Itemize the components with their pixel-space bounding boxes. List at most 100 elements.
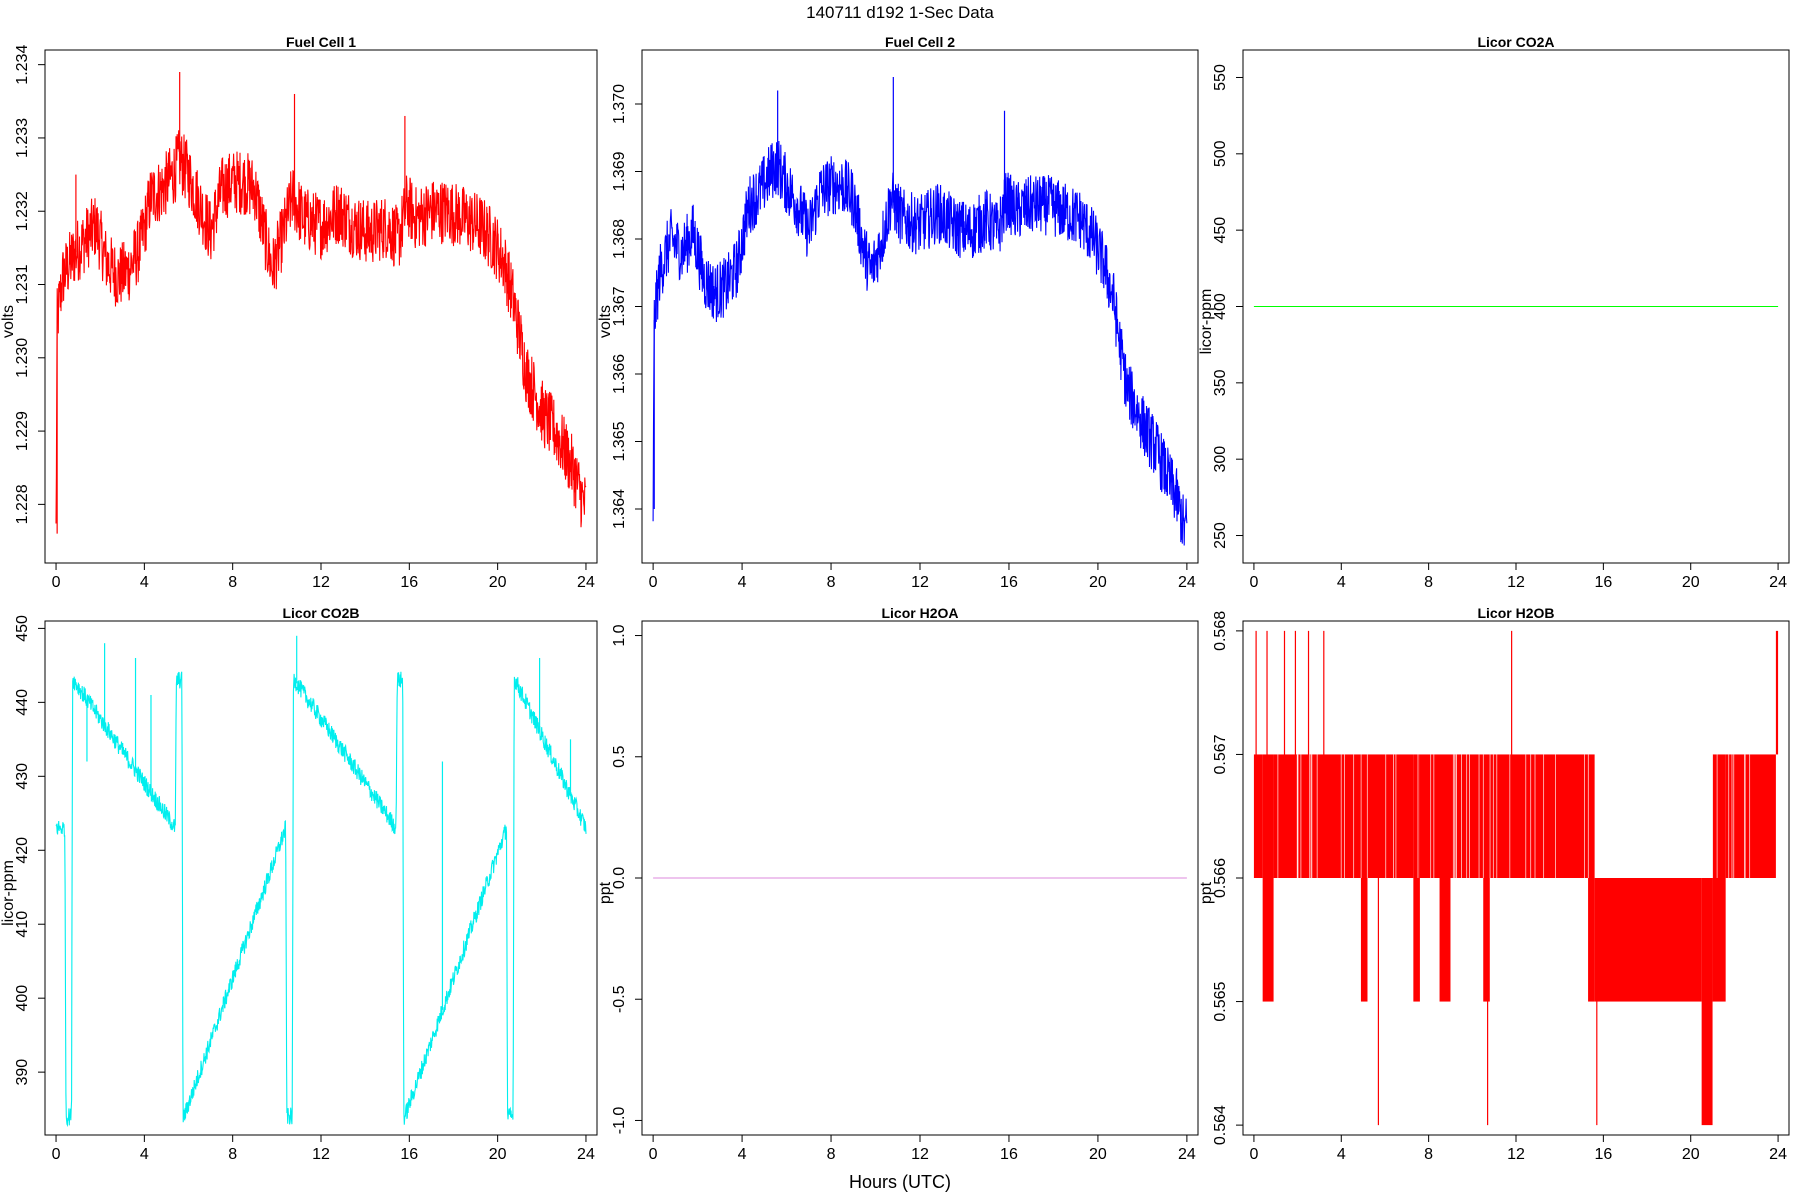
panel-licor-co2b: Licor CO2B 0 4 8 12 16 20 24 390 400 410 420 430 440 4…	[0, 605, 598, 1163]
x-tick-label: 12	[1507, 574, 1525, 591]
panel-licor-h2ob: Licor H2OB 0 4 8 12 16 20 24 0.564 0.565 0.566 0.56…	[1198, 605, 1790, 1163]
data-band	[1273, 754, 1414, 878]
x-tick-label: 24	[1178, 574, 1196, 591]
data-band	[1360, 878, 1368, 1002]
y-tick-label: 0.0	[611, 867, 628, 889]
x-tick-label: 4	[1337, 574, 1346, 591]
y-tick-label: 1.233	[14, 118, 31, 158]
y-tick-label: 450	[1212, 217, 1229, 244]
panel-title: Fuel Cell 1	[286, 34, 356, 50]
y-tick-label: 440	[14, 689, 31, 716]
x-tick-label: 4	[738, 574, 747, 591]
y-tick-label: 0.5	[611, 746, 628, 768]
x-tick-label: 12	[312, 574, 330, 591]
y-tick-label: 250	[1212, 522, 1229, 549]
y-tick-label: 300	[1212, 446, 1229, 473]
data-series	[55, 130, 587, 528]
data-band	[1439, 878, 1451, 1002]
panel-title: Licor CO2B	[282, 605, 359, 621]
x-axis-label: Hours (UTC)	[849, 1172, 951, 1192]
x-tick-label: 24	[577, 1146, 595, 1163]
y-tick-label: 400	[14, 985, 31, 1012]
y-tick-label: 0.565	[1212, 981, 1229, 1021]
data-band	[1725, 754, 1776, 878]
x-tick-label: 12	[312, 1146, 330, 1163]
x-tick-label: 16	[1594, 574, 1612, 591]
y-tick-label: 0.564	[1212, 1105, 1229, 1145]
x-tick-label: 0	[52, 1146, 61, 1163]
plot-area	[55, 71, 587, 534]
y-tick-label: -0.5	[611, 985, 628, 1013]
x-tick-label: 8	[827, 1146, 836, 1163]
x-tick-label: 16	[400, 1146, 418, 1163]
y-tick-label: 550	[1212, 64, 1229, 91]
x-tick-label: 4	[140, 574, 149, 591]
x-tick-label: 0	[1249, 574, 1258, 591]
plot-area	[55, 635, 587, 1128]
y-tick-label: 1.369	[611, 151, 628, 191]
x-tick-label: 0	[649, 1146, 658, 1163]
y-tick-label: 1.234	[14, 45, 31, 85]
y-tick-label: 1.228	[14, 484, 31, 524]
y-tick-label: 420	[14, 837, 31, 864]
y-tick-label: 1.231	[14, 264, 31, 304]
y-axis-label: ppt	[1198, 881, 1215, 904]
x-tick-label: 8	[228, 1146, 237, 1163]
x-tick-label: 20	[489, 574, 507, 591]
data-series	[652, 140, 1188, 546]
y-axis-label: licor-ppm	[1198, 289, 1215, 355]
x-tick-label: 12	[1507, 1146, 1525, 1163]
x-tick-label: 20	[1089, 1146, 1107, 1163]
data-band	[1419, 754, 1589, 878]
data-band	[1775, 630, 1779, 755]
y-tick-label: 1.370	[611, 84, 628, 124]
x-tick-label: 16	[1594, 1146, 1612, 1163]
y-tick-label: 1.364	[611, 489, 628, 529]
data-band	[1701, 878, 1713, 1126]
x-tick-label: 20	[1682, 1146, 1700, 1163]
chart-panels: Fuel Cell 1 0 4 8 12 16 20 24 1.228 1.229 1.230 1.2…	[0, 34, 1790, 1163]
y-tick-label: 1.232	[14, 191, 31, 231]
x-tick-label: 24	[1769, 1146, 1787, 1163]
y-tick-label: 0.568	[1212, 611, 1229, 651]
y-tick-label: 410	[14, 911, 31, 938]
x-tick-label: 16	[1000, 574, 1018, 591]
x-tick-label: 8	[827, 574, 836, 591]
data-band	[1594, 878, 1702, 1002]
y-tick-label: 390	[14, 1059, 31, 1086]
panel-licor-h2oa: Licor H2OA 0 4 8 12 16 20 24 -1.0 -0.5 0.0 0.5 1.0 pp…	[597, 605, 1199, 1163]
panel-title: Licor CO2A	[1477, 34, 1554, 50]
y-tick-label: 450	[14, 615, 31, 642]
y-tick-label: 1.367	[611, 286, 628, 326]
y-tick-label: 500	[1212, 140, 1229, 167]
y-tick-label: 1.366	[611, 354, 628, 394]
panel-fuel-cell-1: Fuel Cell 1 0 4 8 12 16 20 24 1.228 1.229 1.230 1.2…	[0, 34, 598, 591]
x-tick-label: 0	[52, 574, 61, 591]
x-tick-label: 20	[1682, 574, 1700, 591]
plot-area	[1253, 630, 1779, 1126]
x-tick-label: 16	[400, 574, 418, 591]
x-tick-label: 8	[228, 574, 237, 591]
y-axis-label: licor-ppm	[0, 860, 17, 926]
data-band	[1588, 754, 1595, 1002]
data-band	[1483, 878, 1490, 1002]
y-tick-label: 1.368	[611, 219, 628, 259]
y-tick-label: 0.566	[1212, 858, 1229, 898]
x-tick-label: 20	[489, 1146, 507, 1163]
y-tick-label: 350	[1212, 369, 1229, 396]
y-axis-label: volts	[597, 305, 614, 338]
y-tick-label: -1.0	[611, 1107, 628, 1135]
y-tick-label: 400	[1212, 293, 1229, 320]
x-tick-label: 8	[1424, 574, 1433, 591]
x-tick-label: 20	[1089, 574, 1107, 591]
y-tick-label: 1.229	[14, 411, 31, 451]
y-tick-label: 1.365	[611, 421, 628, 461]
x-tick-label: 4	[738, 1146, 747, 1163]
x-tick-label: 12	[911, 1146, 929, 1163]
x-tick-label: 16	[1000, 1146, 1018, 1163]
plot-area	[652, 77, 1188, 546]
x-tick-label: 24	[1178, 1146, 1196, 1163]
y-tick-label: 1.230	[14, 338, 31, 378]
data-band	[1712, 754, 1726, 1002]
